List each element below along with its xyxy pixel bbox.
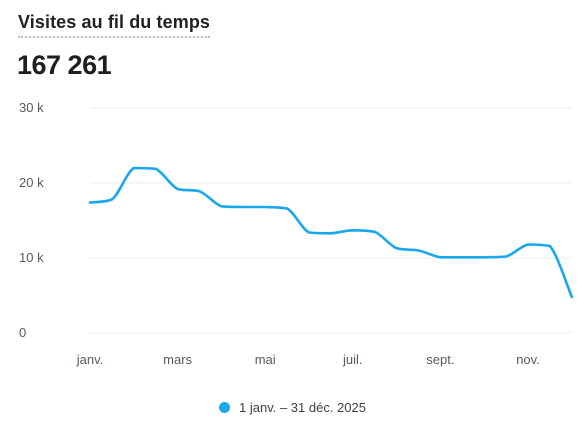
x-tick-label: mars bbox=[163, 352, 192, 367]
y-tick-label: 10 k bbox=[19, 250, 44, 265]
card-title[interactable]: Visites au fil du temps bbox=[18, 12, 211, 38]
legend-label: 1 janv. – 31 déc. 2025 bbox=[239, 400, 366, 415]
x-tick-label: sept. bbox=[426, 352, 454, 367]
y-axis: 30 k 20 k 10 k 0 bbox=[19, 100, 44, 340]
legend-marker bbox=[219, 402, 231, 413]
x-tick-label: nov. bbox=[516, 352, 540, 367]
x-tick-label: juil. bbox=[342, 352, 363, 367]
x-tick-label: janv. bbox=[76, 352, 104, 367]
chart-series bbox=[88, 166, 574, 299]
x-tick-label: mai bbox=[255, 352, 276, 367]
chart-legend[interactable]: 1 janv. – 31 déc. 2025 bbox=[0, 400, 585, 415]
series-line[interactable] bbox=[88, 166, 574, 299]
chart-gridlines bbox=[90, 107, 572, 334]
y-tick-label: 20 k bbox=[19, 175, 44, 190]
y-tick-label: 30 k bbox=[19, 100, 44, 115]
y-tick-label: 0 bbox=[19, 325, 26, 340]
total-visits-value: 167 261 bbox=[17, 50, 112, 80]
x-axis: janv. mars mai juil. sept. nov. bbox=[76, 352, 540, 367]
